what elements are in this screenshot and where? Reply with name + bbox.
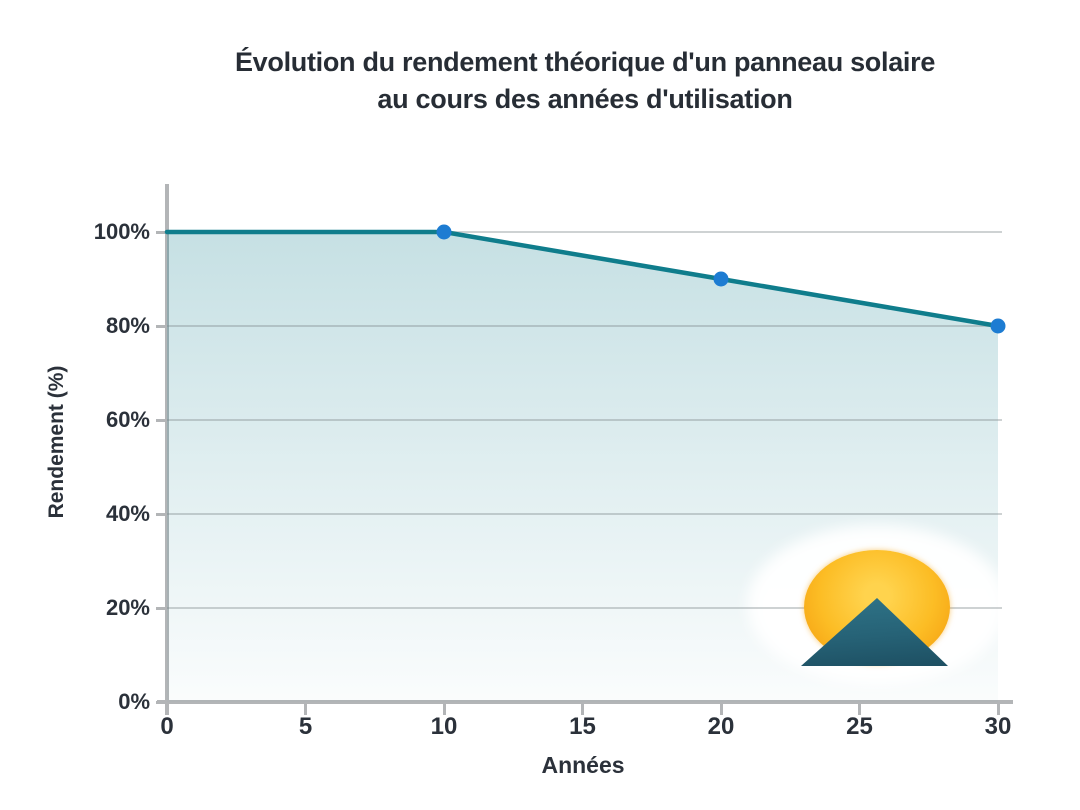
x-tick-mark xyxy=(165,702,169,715)
y-tick-mark xyxy=(156,607,169,610)
y-tick-mark xyxy=(156,325,169,328)
y-axis-title: Rendement (%) xyxy=(45,365,68,519)
y-tick-label: 80% xyxy=(105,313,150,338)
y-axis-line xyxy=(165,184,169,715)
chart-title: Évolution du rendement théorique d'un pa… xyxy=(90,44,1080,118)
x-tick-label: 10 xyxy=(430,713,458,740)
y-tick-mark xyxy=(156,419,169,422)
plot-area xyxy=(164,184,1007,702)
x-tick-label: 20 xyxy=(707,713,735,740)
line-series xyxy=(164,224,1006,334)
y-tick-mark xyxy=(156,231,169,234)
x-tick-mark xyxy=(996,702,1000,715)
y-tick-label: 40% xyxy=(105,501,150,526)
x-tick-label: 0 xyxy=(160,713,174,740)
y-tick-mark xyxy=(156,513,169,516)
rendement-line xyxy=(164,229,1001,329)
x-tick-mark xyxy=(719,702,723,715)
gridline xyxy=(167,419,1002,421)
x-tick-mark xyxy=(858,702,861,715)
gridline xyxy=(167,513,1002,515)
y-tick-label: 0% xyxy=(118,689,150,714)
x-tick-mark xyxy=(581,702,584,715)
gridline xyxy=(167,607,1002,609)
x-tick-label: 25 xyxy=(846,713,873,740)
x-tick-label: 5 xyxy=(298,713,313,740)
gridline xyxy=(167,231,1002,233)
y-tick-mark xyxy=(156,701,169,704)
chart-title-line1: Évolution du rendement théorique d'un pa… xyxy=(234,47,936,77)
y-tick-label: 100% xyxy=(93,219,150,244)
data-point-dot xyxy=(990,318,1006,334)
data-point-dot xyxy=(713,271,729,287)
x-axis-title: Années xyxy=(541,752,625,778)
x-axis-line xyxy=(157,700,1013,704)
chart-title-line2: au cours des années d'utilisation xyxy=(377,84,793,114)
gridline xyxy=(167,325,1002,327)
x-tick-label: 30 xyxy=(984,713,1012,740)
y-tick-label: 60% xyxy=(105,407,150,432)
x-tick-label: 15 xyxy=(569,713,596,740)
x-tick-mark xyxy=(304,702,307,715)
x-tick-mark xyxy=(442,702,446,715)
data-point-dot xyxy=(436,224,452,240)
y-tick-label: 20% xyxy=(105,595,150,620)
